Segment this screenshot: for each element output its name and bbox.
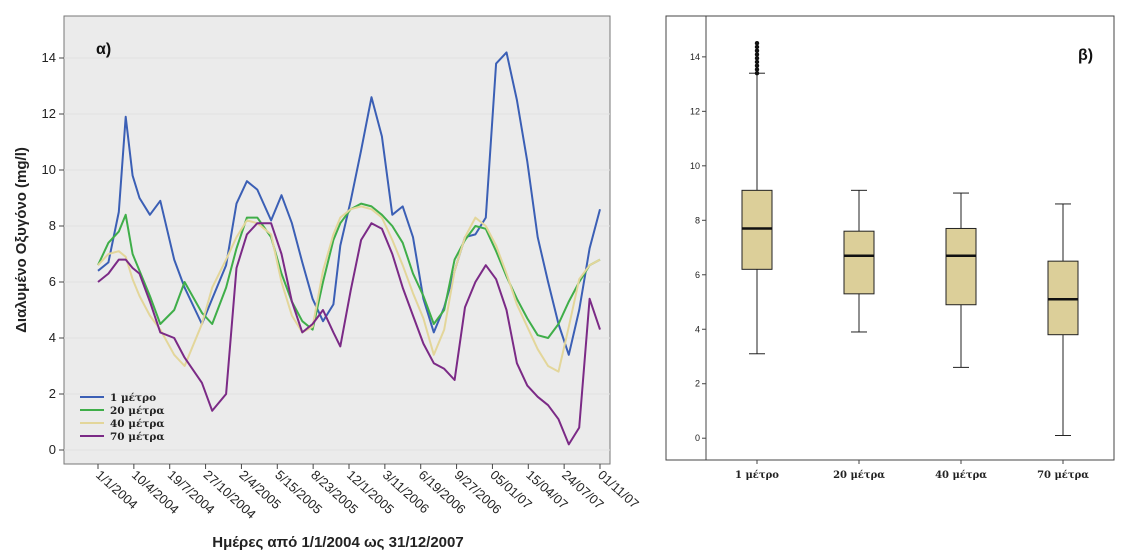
y-tick-label: 12 — [690, 106, 700, 116]
x-tick-label: 70 μέτρα — [1037, 470, 1089, 481]
y-tick-label: 8 — [695, 215, 700, 225]
series-line — [97, 51, 601, 356]
x-axis-label: Ημέρες από 1/1/2004 ως 31/12/2007 — [212, 534, 463, 551]
y-tick-label: 4 — [49, 330, 56, 345]
y-tick-label: 10 — [690, 161, 700, 171]
x-tick-label: 1 μέτρο — [735, 470, 779, 481]
panel-label-b: β) — [1078, 47, 1093, 64]
legend-label: 70 μέτρα — [110, 431, 164, 443]
box — [945, 227, 977, 306]
plot-area-b — [665, 15, 1115, 461]
box-plot-panel: 0 2 4 6 8 10 12 14 1 μέτρο 20 μέτρα 40 μέτρα 70 μέ… — [665, 15, 1115, 481]
outlier-point — [754, 41, 760, 46]
x-ticks-b: 1 μέτρο 20 μέτρα 40 μέτρα 70 μέτρα — [735, 460, 1089, 481]
y-ticks-a: 0 2 4 6 8 10 12 14 — [42, 50, 64, 457]
series-line — [97, 222, 601, 446]
y-axis-label: Διαλυμένο Οξυγόνο (mg/l) — [13, 147, 30, 333]
y-tick-label: 6 — [695, 270, 700, 280]
box — [741, 189, 773, 270]
outlier-point — [754, 63, 760, 68]
series-line — [97, 205, 601, 373]
y-tick-label: 12 — [42, 106, 56, 121]
x-tick-label: 20 μέτρα — [833, 470, 885, 481]
boxes — [741, 41, 1079, 436]
outlier-point — [754, 48, 760, 53]
legend-label: 20 μέτρα — [110, 405, 164, 417]
outlier-point — [754, 44, 760, 50]
y-tick-label: 10 — [42, 162, 56, 177]
y-tick-label: 0 — [49, 442, 56, 457]
y-tick-label: 14 — [690, 52, 700, 62]
y-tick-label: 4 — [695, 324, 700, 334]
outlier-point — [754, 71, 760, 76]
plot-area-a — [63, 15, 611, 465]
box — [843, 230, 875, 295]
y-tick-label: 2 — [695, 379, 700, 389]
panel-label-a: α) — [96, 41, 111, 58]
y-tick-label: 8 — [49, 218, 56, 233]
series-lines — [97, 51, 601, 446]
outlier-point — [754, 59, 760, 65]
x-tick-label: 40 μέτρα — [935, 470, 987, 481]
legend-label: 40 μέτρα — [110, 418, 164, 430]
y-tick-label: 14 — [42, 50, 56, 65]
y-tick-label: 6 — [49, 274, 56, 289]
box — [1047, 260, 1079, 336]
y-tick-label: 2 — [49, 386, 56, 401]
outlier-point — [754, 56, 760, 61]
line-chart-panel: 0 2 4 6 8 10 12 14 1/1/200410/4/200419/7/200427… — [13, 15, 642, 551]
outlier-point — [754, 52, 760, 57]
x-ticks-a: 1/1/200410/4/200419/7/200427/10/20042/4/… — [93, 464, 642, 522]
legend-label: 1 μέτρο — [110, 392, 156, 404]
outlier-point — [754, 67, 760, 72]
y-ticks-b: 0 2 4 6 8 10 12 14 — [690, 52, 706, 443]
y-tick-label: 0 — [695, 433, 700, 443]
